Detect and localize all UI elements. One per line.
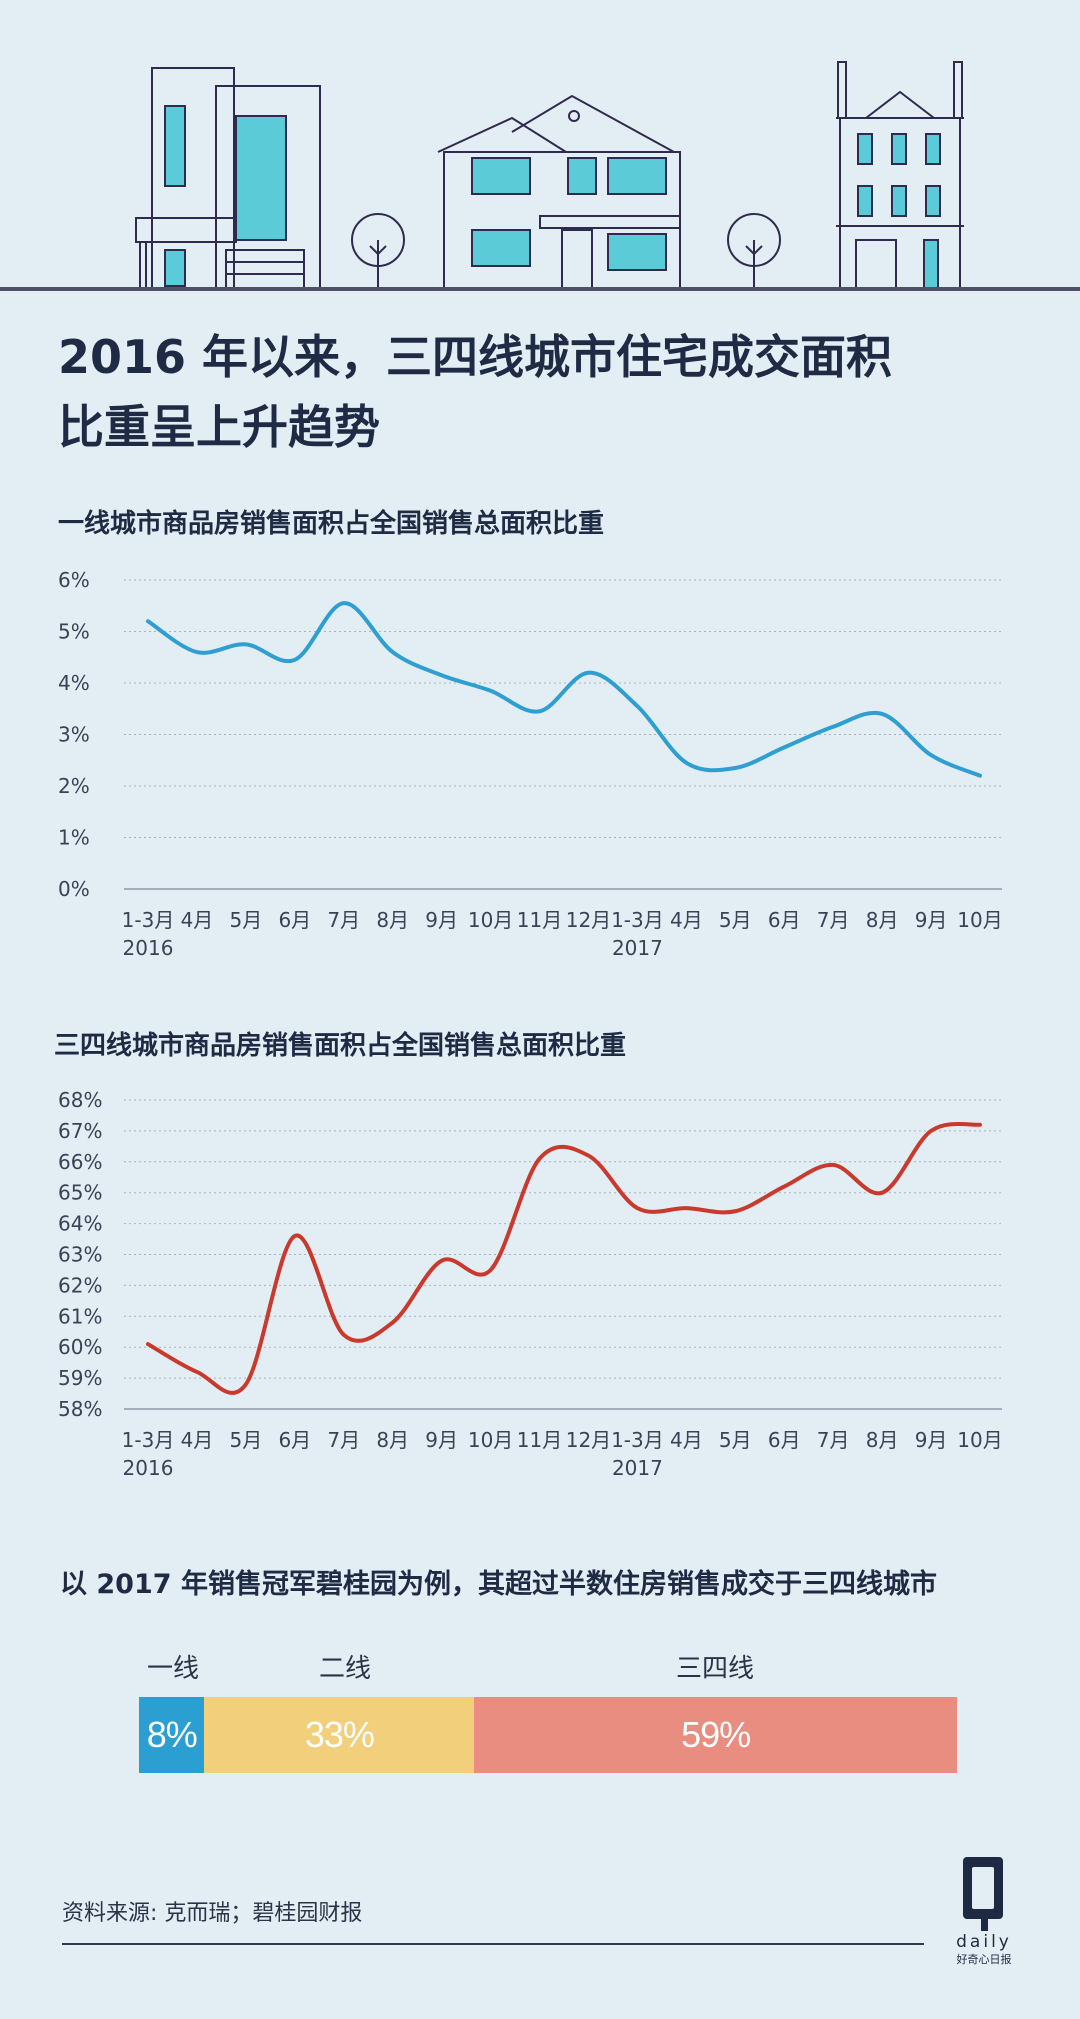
source-note: 资料来源: 克而瑞；碧桂园财报 [62,1901,363,1926]
chart2-x-tick-label: 1-3月 [611,1428,664,1452]
bar-chart-title: 以 2017 年销售冠军碧桂园为例，其超过半数住房销售成交于三四线城市 [60,1569,937,1600]
chart2-y-tick-label: 64% [58,1212,102,1236]
chart2-x-tick-label: 9月 [915,1428,948,1452]
chart2-y-tick-label: 60% [58,1335,102,1359]
chart1-x-tick-label: 5月 [230,908,263,932]
chart2-y-tick-label: 59% [58,1366,102,1390]
page-title: 2016 年以来，三四线城市住宅成交面积 比重呈上升趋势 [58,322,1038,462]
chart1-x-tick-label: 7月 [327,908,360,932]
chart1-x-tick-label: 11月 [517,908,562,932]
title-line-1: 2016 年以来，三四线城市住宅成交面积 [58,330,893,384]
tier2-label: 二线 [319,1654,372,1684]
chart1-year-label: 2016 [123,936,174,960]
sales-share-stacked-bar: 8% 33% 59% [139,1697,957,1773]
chart2-x-tick-label: 11月 [517,1428,562,1452]
chart1-x-tick-label: 7月 [817,908,850,932]
houses-illustration [0,61,1080,291]
chart1-y-tick-label: 4% [58,671,90,695]
chart1-y-tick-label: 1% [58,826,90,850]
chart1-x-tick-label: 9月 [915,908,948,932]
chart2-y-tick-label: 58% [58,1397,102,1421]
tier1-share-line-chart: 0%1%2%3%4%5%6%1-3月 4月 5月 6月 7月 8月 9月 10月 11月 12月 1… [58,568,1003,960]
tier34-bar-segment: 59% [474,1697,957,1773]
chart2-x-tick-label: 10月 [957,1428,1002,1452]
chart1-x-tick-label: 10月 [957,908,1002,932]
chart2-x-tick-label: 12月 [566,1428,611,1452]
chart2-x-tick-label: 4月 [181,1428,214,1452]
tier1-value-label: 8% [146,1714,198,1755]
chart1-y-tick-label: 5% [58,620,90,644]
chart1-x-tick-label: 1-3月 [611,908,664,932]
chart2-y-tick-label: 68% [58,1088,102,1112]
chart2-x-tick-label: 6月 [768,1428,801,1452]
title-line-2: 比重呈上升趋势 [58,400,380,454]
chart1-x-tick-label: 4月 [181,908,214,932]
tier34-share-line-chart: 58%59%60%61%62%63%64%65%66%67%68%1-3月 4月 5… [58,1088,1003,1480]
chart1-x-tick-label: 9月 [425,908,458,932]
chart1-x-tick-label: 8月 [376,908,409,932]
chart2-x-tick-label: 7月 [817,1428,850,1452]
chart2-y-tick-label: 67% [58,1119,102,1143]
chart1-y-tick-label: 3% [58,723,90,747]
chart2-title: 三四线城市商品房销售面积占全国销售总面积比重 [54,1031,627,1061]
chart2-y-tick-label: 62% [58,1273,102,1297]
chart2-year-label: 2017 [612,1456,663,1480]
chart2-x-tick-label: 6月 [278,1428,311,1452]
chart1-x-tick-label: 6月 [768,908,801,932]
chart2-x-tick-label: 7月 [327,1428,360,1452]
chart1-y-tick-label: 2% [58,774,90,798]
tier2-bar-segment: 33% [204,1697,475,1773]
chart1-x-tick-label: 4月 [670,908,703,932]
chart2-x-tick-label: 9月 [425,1428,458,1452]
chart2-x-tick-label: 5月 [719,1428,752,1452]
tier34-label: 三四线 [676,1654,755,1684]
chart2-y-tick-label: 61% [58,1304,102,1328]
footer-divider [62,1943,924,1945]
chart1-year-label: 2017 [612,936,663,960]
chart1-title: 一线城市商品房销售面积占全国销售总面积比重 [58,509,605,539]
chart2-x-tick-label: 8月 [376,1428,409,1452]
logo-tagline: 好奇心日报 [957,1952,1012,1965]
chart1-y-tick-label: 6% [58,568,90,592]
chart2-x-tick-label: 4月 [670,1428,703,1452]
chart1-x-tick-label: 12月 [566,908,611,932]
chart1-x-tick-label: 6月 [278,908,311,932]
qdaily-logo: daily 好奇心日报 [956,1857,1012,1965]
chart1-x-tick-label: 5月 [719,908,752,932]
chart2-x-tick-label: 10月 [468,1428,513,1452]
tier2-value-label: 33% [304,1714,375,1755]
logo-word: daily [956,1932,1012,1952]
chart2-x-tick-label: 1-3月 [122,1428,175,1452]
chart1-y-tick-label: 0% [58,877,90,901]
tier34-value-label: 59% [681,1714,751,1755]
chart1-x-tick-label: 10月 [468,908,513,932]
chart2-x-tick-label: 8月 [866,1428,899,1452]
chart1-x-tick-label: 8月 [866,908,899,932]
chart2-series-line [146,1121,982,1395]
chart2-year-label: 2016 [123,1456,174,1480]
chart2-y-tick-label: 65% [58,1181,102,1205]
chart2-x-tick-label: 5月 [230,1428,263,1452]
chart1-series-line [146,601,982,778]
tier1-label: 一线 [147,1654,200,1684]
chart2-y-tick-label: 63% [58,1243,102,1267]
chart2-y-tick-label: 66% [58,1150,102,1174]
tier1-bar-segment: 8% [139,1697,205,1773]
chart1-x-tick-label: 1-3月 [122,908,175,932]
